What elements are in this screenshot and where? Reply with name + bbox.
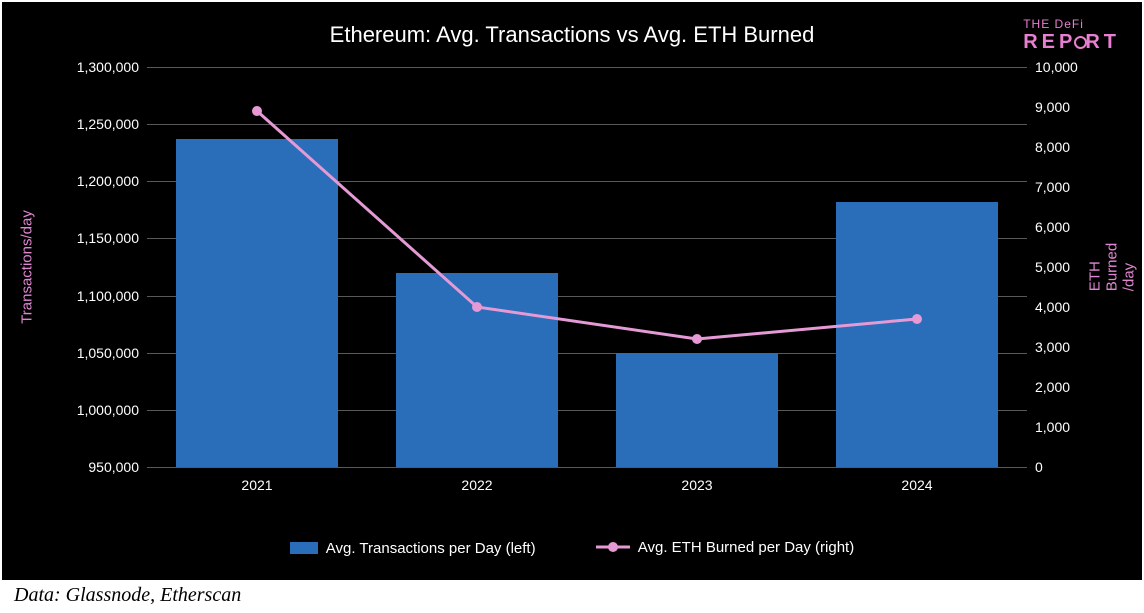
legend-item-line: Avg. ETH Burned per Day (right) xyxy=(596,539,854,556)
y-right-tick: 0 xyxy=(1035,459,1115,475)
y-right-tick: 4,000 xyxy=(1035,299,1115,315)
y-left-tick: 1,100,000 xyxy=(39,288,139,304)
legend-line-label: Avg. ETH Burned per Day (right) xyxy=(638,539,854,556)
y-left-tick: 1,150,000 xyxy=(39,230,139,246)
y-left-tick: 1,300,000 xyxy=(39,59,139,75)
x-tick: 2023 xyxy=(681,477,712,493)
y-left-tick: 950,000 xyxy=(39,459,139,475)
defi-report-logo: THE DeFi REPRT xyxy=(1023,16,1120,52)
legend-swatch-bar xyxy=(290,542,318,554)
gridline xyxy=(147,467,1027,468)
y-left-tick: 1,200,000 xyxy=(39,173,139,189)
plot-area: 950,0001,000,0001,050,0001,100,0001,150,… xyxy=(147,67,1027,467)
data-source: Data: Glassnode, Etherscan xyxy=(14,584,241,607)
logo-defi: DeFi xyxy=(1055,17,1084,31)
y-right-tick: 1,000 xyxy=(1035,419,1115,435)
y-right-tick: 10,000 xyxy=(1035,59,1115,75)
chart-title: Ethereum: Avg. Transactions vs Avg. ETH … xyxy=(2,22,1142,48)
x-tick: 2024 xyxy=(901,477,932,493)
legend-swatch-line xyxy=(596,540,630,554)
y-right-tick: 7,000 xyxy=(1035,179,1115,195)
y-right-tick: 6,000 xyxy=(1035,219,1115,235)
logo-line1: THE xyxy=(1023,17,1050,31)
logo-line2: REPRT xyxy=(1023,31,1120,53)
x-tick: 2022 xyxy=(461,477,492,493)
y-left-tick: 1,000,000 xyxy=(39,402,139,418)
line-series xyxy=(147,67,1027,467)
y-left-axis-label: Transactions/day xyxy=(19,210,36,324)
y-right-tick: 2,000 xyxy=(1035,379,1115,395)
x-tick: 2021 xyxy=(241,477,272,493)
y-right-tick: 9,000 xyxy=(1035,99,1115,115)
chart-frame: Ethereum: Avg. Transactions vs Avg. ETH … xyxy=(2,2,1142,580)
y-left-tick: 1,250,000 xyxy=(39,116,139,132)
y-right-tick: 3,000 xyxy=(1035,339,1115,355)
legend: Avg. Transactions per Day (left) Avg. ET… xyxy=(2,539,1142,559)
y-left-tick: 1,050,000 xyxy=(39,345,139,361)
y-right-tick: 8,000 xyxy=(1035,139,1115,155)
legend-item-bars: Avg. Transactions per Day (left) xyxy=(290,540,536,557)
legend-bar-label: Avg. Transactions per Day (left) xyxy=(326,540,536,557)
y-right-axis-label: ETH Burned /day xyxy=(1087,243,1138,291)
